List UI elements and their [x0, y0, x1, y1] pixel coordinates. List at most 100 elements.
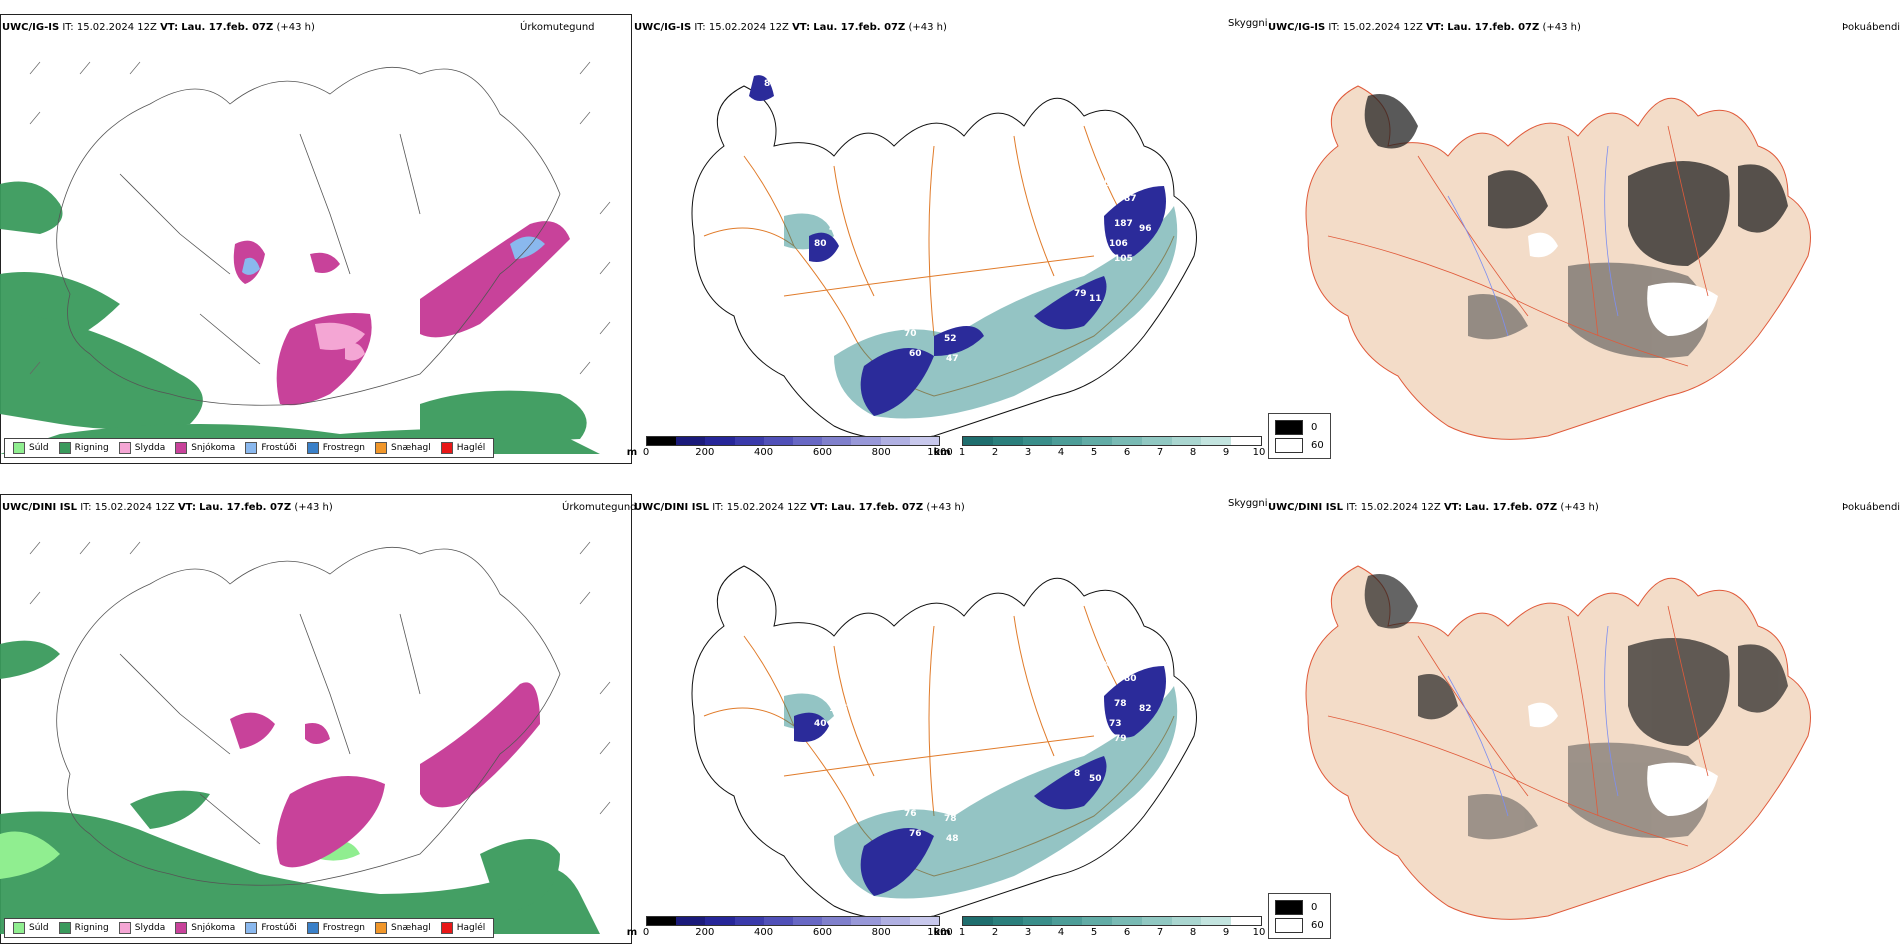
fog-legend-swatch — [1275, 917, 1303, 933]
visibility-value-label: 76 — [909, 829, 922, 839]
colorbar-segment — [822, 437, 852, 445]
fog-map-row1 — [1305, 85, 1811, 440]
tick: 2 — [991, 447, 999, 458]
tick: 5 — [1090, 447, 1098, 458]
fog-legend-item: 0 — [1275, 418, 1324, 436]
visibility-colorbar-ticks: km 1 2 3 4 5 6 7 8 9 10 — [933, 447, 1265, 461]
colorbar-segment — [647, 917, 677, 925]
precip-map-row2 — [0, 541, 611, 934]
colorbar-segment — [763, 437, 794, 445]
legend-item: Haglél — [440, 922, 485, 934]
tick: 10 — [1252, 447, 1266, 458]
legend-item: Snæhagl — [375, 442, 431, 454]
fog-legend-row1: 0 60 — [1268, 413, 1331, 459]
visibility-value-label: 155 — [829, 704, 848, 714]
legend-item: Frostregn — [306, 442, 365, 454]
colorbar-segment — [705, 437, 735, 445]
visibility-value-label: 52 — [944, 334, 957, 344]
tick: 0 — [642, 447, 650, 458]
tick: 7 — [1156, 447, 1164, 458]
visibility-value-label: 105 — [1114, 254, 1133, 264]
colorbar-segment — [909, 917, 940, 925]
title-visibility-row1: Skyggni — [1228, 18, 1268, 29]
tick: 2 — [991, 927, 999, 938]
colorbar-segment — [1231, 437, 1261, 445]
visibility-colorbar-strip — [962, 436, 1262, 446]
visibility-value-label: 60 — [909, 349, 922, 359]
legend-swatch — [118, 442, 131, 454]
tick: 6 — [1123, 927, 1131, 938]
visibility-value-label: 96 — [1139, 224, 1152, 234]
tick: 400 — [754, 447, 774, 458]
tick: 200 — [695, 447, 715, 458]
legend-item: Súld — [13, 922, 49, 934]
visibility-value-label: 63 — [984, 304, 997, 314]
precip-map-row1 — [0, 61, 611, 454]
visibility-value-label: 193 — [1004, 761, 1023, 771]
tick: 800 — [871, 447, 891, 458]
colorbar-segment — [992, 917, 1023, 925]
visibility-value-label: 109 — [884, 199, 903, 209]
fog-legend-item: 60 — [1275, 916, 1324, 934]
colorbar-segment — [1082, 437, 1112, 445]
visibility-colorbar-ticks: km 1 2 3 4 5 6 7 8 9 10 — [933, 927, 1265, 941]
colorbar-segment — [647, 437, 677, 445]
visibility-value-label: 65 — [1004, 729, 1017, 739]
tick: 1 — [958, 447, 966, 458]
colorbar-segment — [1022, 917, 1053, 925]
tick: 800 — [871, 927, 891, 938]
visibility-colorbar-strip — [962, 916, 1262, 926]
precip-legend-row2: Súld Rigning Slydda Snjókoma Frostúði Fr… — [4, 918, 495, 938]
legend-item: Snæhagl — [375, 922, 431, 934]
colorbar-segment — [1111, 437, 1142, 445]
tick: 5 — [1090, 927, 1098, 938]
visibility-value-label: 212 — [1099, 629, 1118, 639]
visibility-value-label: 57 — [1104, 179, 1117, 189]
visibility-colorbar-row1: km 1 2 3 4 5 6 7 8 9 10 — [933, 436, 1265, 462]
visibility-value-label: 143 — [1094, 679, 1113, 689]
legend-item: Súld — [13, 442, 49, 454]
visibility-value-label: 40 — [814, 719, 827, 729]
legend-swatch — [375, 922, 388, 934]
colorbar-segment — [1082, 917, 1112, 925]
colorbar-segment — [880, 437, 910, 445]
visibility-unit: km — [933, 447, 951, 458]
legend-item: Rigning — [58, 442, 109, 454]
legend-item: Slydda — [118, 922, 165, 934]
visibility-value-label: 47 — [1104, 659, 1117, 669]
visibility-value-label: 14 — [784, 104, 797, 114]
legend-swatch — [440, 442, 453, 454]
tick: 8 — [1189, 927, 1197, 938]
fog-legend-swatch — [1275, 419, 1303, 435]
colorbar-segment — [1141, 437, 1172, 445]
colorbar-segment — [734, 437, 764, 445]
colorbar-segment — [1141, 917, 1172, 925]
fog-legend-item: 60 — [1275, 436, 1324, 454]
legend-item: Frostregn — [306, 922, 365, 934]
visibility-value-label: 69 — [969, 754, 982, 764]
fog-map-row2 — [1305, 565, 1811, 920]
header-row1-p2: UWC/IG-IS IT: 15.02.2024 12Z VT: Lau. 17… — [634, 22, 947, 33]
legend-item: Rigning — [58, 922, 109, 934]
visibility-value-label: 78 — [944, 814, 957, 824]
colorbar-segment — [705, 917, 735, 925]
fog-legend-swatch — [1275, 899, 1303, 915]
tick: 4 — [1057, 927, 1065, 938]
legend-swatch — [440, 922, 453, 934]
colorbar-segment — [963, 437, 993, 445]
legend-swatch — [375, 442, 388, 454]
tick: 400 — [754, 927, 774, 938]
visibility-value-label: 48 — [946, 834, 959, 844]
tick: 200 — [695, 927, 715, 938]
visibility-value-label: 218 — [884, 679, 903, 689]
height-colorbar-strip — [646, 916, 940, 926]
legend-swatch — [245, 922, 258, 934]
colorbar-segment — [1052, 917, 1083, 925]
fog-legend-row2: 0 60 — [1268, 893, 1331, 939]
title-visibility-row2: Skyggni — [1228, 498, 1268, 509]
colorbar-segment — [1201, 917, 1232, 925]
colorbar-segment — [1201, 437, 1232, 445]
visibility-value-label: 70 — [904, 329, 917, 339]
